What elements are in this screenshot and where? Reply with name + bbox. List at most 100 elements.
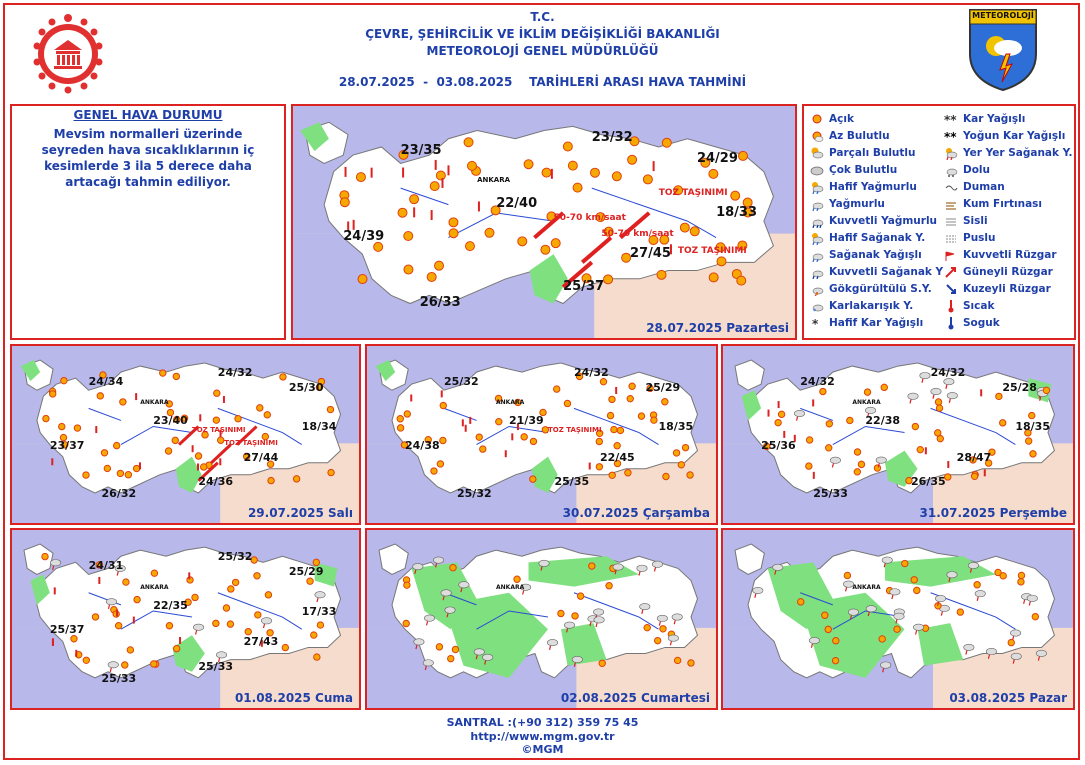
map-date: 28.07.2025 Pazartesi xyxy=(646,321,789,335)
temperature-label: 25/35 xyxy=(554,474,590,488)
partly-cloudy-icon xyxy=(810,146,824,160)
sun-icon xyxy=(119,398,127,406)
sun-icon xyxy=(1017,571,1026,580)
city-label: ANKARA xyxy=(477,175,511,184)
sun-icon xyxy=(626,394,634,403)
temperature-label: 24/32 xyxy=(800,375,835,389)
south-wind-arrow-icon xyxy=(236,425,258,446)
sun-icon xyxy=(396,415,404,423)
hot-thermometer-icon xyxy=(511,433,514,441)
hot-thermometer-icon xyxy=(222,395,225,403)
sun-icon xyxy=(529,475,537,483)
sun-icon xyxy=(114,621,123,630)
legend-item: Hafif Yağmurlu xyxy=(810,180,917,195)
shower-icon xyxy=(547,639,559,650)
sun-icon xyxy=(715,242,726,253)
temperature-label: 21/39 xyxy=(509,414,544,428)
shower-icon xyxy=(943,378,955,389)
hot-thermometer-icon xyxy=(53,587,56,595)
sun-icon xyxy=(541,167,552,178)
temperature-label: 24/32 xyxy=(930,366,966,380)
south-wind-arrow-icon xyxy=(619,211,651,240)
wind-annotation: 50-70 km/saat xyxy=(601,229,674,240)
legend-label: Çok Bulutlu xyxy=(829,164,898,176)
sun-icon xyxy=(610,425,618,434)
thrace-land xyxy=(378,543,409,576)
sun-icon xyxy=(133,595,141,604)
sun-icon xyxy=(403,230,414,241)
shower-icon xyxy=(458,581,470,593)
shower-icon xyxy=(946,392,958,403)
rain-icon xyxy=(810,197,824,212)
sun-icon xyxy=(762,442,771,451)
river xyxy=(573,592,659,630)
sun-icon xyxy=(73,424,82,432)
svg-text:*: * xyxy=(812,317,819,330)
map-svg xyxy=(293,106,795,338)
temperature-label: 22/35 xyxy=(153,598,188,612)
sun-icon xyxy=(434,260,445,271)
shower-icon xyxy=(433,556,445,568)
hot-thermometer-icon xyxy=(410,394,413,402)
sun-icon xyxy=(513,575,521,583)
shower-icon xyxy=(114,564,126,576)
hot-thermometer-icon xyxy=(550,168,553,179)
temperature-label: 24/32 xyxy=(574,366,609,380)
sun-icon xyxy=(439,436,447,445)
legend-label: Yoğun Kar Yağışlı xyxy=(963,130,1066,142)
sun-icon xyxy=(679,222,690,233)
shower-icon xyxy=(967,561,979,573)
shower-icon xyxy=(865,406,877,418)
sun-icon xyxy=(588,562,596,570)
thrace-land xyxy=(23,543,54,576)
sun-icon xyxy=(436,460,445,468)
sun-icon xyxy=(643,623,651,632)
sun-icon xyxy=(653,636,662,645)
temperature-label: 24/34 xyxy=(88,375,124,389)
sun-icon xyxy=(832,637,840,645)
sun-icon xyxy=(629,136,640,147)
temperature-label: 24/39 xyxy=(343,229,385,245)
sun-icon xyxy=(825,420,834,428)
hot-thermometer-icon xyxy=(370,167,373,178)
legend-item: Parçalı Bulutlu xyxy=(810,146,916,160)
river xyxy=(573,407,659,446)
temperature-label: 25/32 xyxy=(457,486,492,500)
sun-icon xyxy=(226,620,235,628)
sun-icon xyxy=(409,194,420,205)
map-date: 30.07.2025 Çarşamba xyxy=(562,506,710,520)
sun-icon xyxy=(306,577,314,585)
sun-icon xyxy=(242,452,251,461)
shower-icon xyxy=(893,612,905,624)
sun-icon xyxy=(517,236,528,247)
hot-thermometer-icon xyxy=(219,458,222,466)
shower-icon xyxy=(930,387,942,399)
footer-url[interactable]: http://www.mgm.gov.tr xyxy=(470,730,615,743)
sun-icon xyxy=(595,429,604,437)
shower-icon xyxy=(105,598,117,610)
hot-thermometer-icon xyxy=(812,399,815,407)
sun-icon xyxy=(1031,612,1040,621)
light-shower-icon xyxy=(810,231,824,246)
shower-icon xyxy=(520,583,532,595)
sun-icon xyxy=(523,159,534,170)
temperature-label: 25/32 xyxy=(217,550,253,564)
sun-icon xyxy=(627,154,638,165)
legend-item: Az Bulutlu xyxy=(810,129,890,143)
legend-item: Kuzeyli Rüzgar xyxy=(944,282,1051,296)
sun-icon xyxy=(213,389,221,397)
rain-area xyxy=(375,360,396,382)
map-svg xyxy=(367,346,716,523)
temperature-label: 25/37 xyxy=(49,623,85,637)
sun-icon xyxy=(212,619,220,628)
map-day-3: ANKARA 25/32 24/32 25/29 21/39 18/35 24/38 22/4… xyxy=(365,344,718,525)
legend-label: Güneyli Rüzgar xyxy=(963,266,1053,278)
shower-icon xyxy=(261,617,273,629)
river xyxy=(800,407,833,421)
hail-icon xyxy=(944,163,958,177)
temperature-label: 18/33 xyxy=(716,204,758,220)
map-date: 31.07.2025 Perşembe xyxy=(919,506,1067,520)
legend-item: Soguk xyxy=(944,316,1000,330)
river xyxy=(120,610,193,630)
sun-icon xyxy=(880,383,888,392)
